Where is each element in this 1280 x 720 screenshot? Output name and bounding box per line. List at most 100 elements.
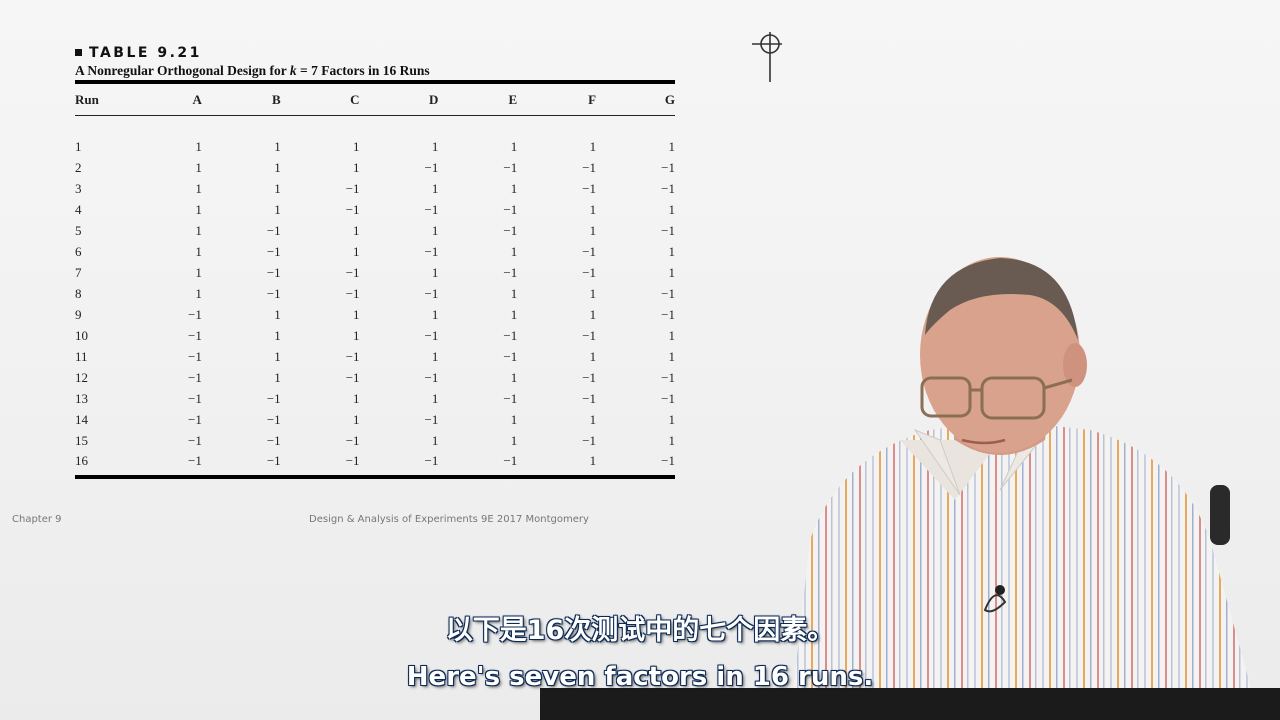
table-row: 4 1 1 −1 −1 −1 1 1 <box>75 200 675 221</box>
factor-level-cell: 1 <box>274 327 281 343</box>
factor-level-cell: 1 <box>510 306 518 322</box>
factor-level-cell: 1 <box>431 139 439 155</box>
factor-level-cell: 1 <box>195 181 202 197</box>
desk <box>540 688 1280 720</box>
factor-level-cell: −1 <box>582 432 597 448</box>
factor-level-cell: −1 <box>582 181 597 197</box>
bullet-square-icon <box>75 49 82 56</box>
crosshair-icon <box>752 32 782 82</box>
factor-level-cell: −1 <box>503 265 518 281</box>
factor-level-cell: −1 <box>345 369 360 385</box>
factor-level-cell: −1 <box>266 432 281 448</box>
table-row: 5 1 −1 1 1 −1 1 −1 <box>75 221 675 242</box>
factor-level-cell: 1 <box>589 202 597 218</box>
table-label-text: TABLE 9.21 <box>89 45 202 61</box>
run-number-cell: 7 <box>75 265 82 281</box>
factor-level-cell: 1 <box>589 348 597 364</box>
run-number-cell: 11 <box>75 348 88 364</box>
subtitle-chinese: 以下是16次测试中的七个因素。 <box>0 608 1280 647</box>
factor-level-cell: 1 <box>274 202 281 218</box>
factor-level-cell: −1 <box>266 244 281 260</box>
factor-level-cell: 1 <box>353 306 360 322</box>
factor-level-cell: 1 <box>510 285 518 301</box>
factor-level-cell: −1 <box>188 348 202 364</box>
factor-level-cell: 1 <box>274 369 281 385</box>
table-label: TABLE 9.21 <box>75 44 675 62</box>
table-row: 16 −1 −1 −1 −1 −1 1 −1 <box>75 451 675 472</box>
table-row: 12 −1 1 −1 −1 1 −1 −1 <box>75 367 675 388</box>
factor-level-cell: 1 <box>589 453 597 469</box>
factor-level-cell: 1 <box>274 181 281 197</box>
factor-level-cell: 1 <box>195 160 202 176</box>
factor-level-cell: 1 <box>668 327 676 343</box>
table-caption: A Nonregular Orthogonal Design for k = 7… <box>75 62 675 80</box>
factor-level-cell: 1 <box>589 411 597 427</box>
factor-level-cell: 1 <box>431 265 439 281</box>
factor-level-cell: 1 <box>589 223 597 239</box>
factor-level-cell: −1 <box>503 327 518 343</box>
factor-level-cell: 1 <box>431 432 439 448</box>
factor-level-cell: −1 <box>424 327 439 343</box>
header-rule-row <box>75 115 675 116</box>
factor-level-cell: −1 <box>582 244 597 260</box>
factor-level-cell: −1 <box>266 453 281 469</box>
factor-level-cell: −1 <box>503 348 518 364</box>
factor-level-cell: −1 <box>661 181 675 197</box>
table-row: 15 −1 −1 −1 1 1 −1 1 <box>75 430 675 451</box>
table-row: 10 −1 1 1 −1 −1 −1 1 <box>75 325 675 346</box>
col-header-run: Run <box>75 91 99 107</box>
col-header-b: B <box>272 91 281 107</box>
caption-variable: k <box>289 63 297 78</box>
factor-level-cell: −1 <box>345 453 360 469</box>
factor-level-cell: 1 <box>589 285 597 301</box>
factor-level-cell: −1 <box>424 202 439 218</box>
factor-level-cell: 1 <box>510 244 518 260</box>
run-number-cell: 15 <box>75 432 88 448</box>
factor-level-cell: 1 <box>353 390 360 406</box>
table-row: 11 −1 1 −1 1 −1 1 1 <box>75 346 675 367</box>
spacer-row <box>75 116 675 137</box>
design-matrix: Run A B C D E F G 1 1 1 1 1 1 1 1 2 1 1 1 −1 −1 −1 −1 3 1… <box>75 84 675 472</box>
factor-level-cell: −1 <box>661 223 675 239</box>
table-row: 1 1 1 1 1 1 1 1 <box>75 137 675 158</box>
factor-level-cell: −1 <box>266 285 281 301</box>
factor-level-cell: −1 <box>188 390 202 406</box>
factor-level-cell: 1 <box>431 306 439 322</box>
run-number-cell: 9 <box>75 306 82 322</box>
factor-level-cell: −1 <box>188 306 202 322</box>
factor-level-cell: 1 <box>510 181 518 197</box>
run-number-cell: 1 <box>75 139 82 155</box>
table-row: 2 1 1 1 −1 −1 −1 −1 <box>75 158 675 179</box>
factor-level-cell: 1 <box>668 348 676 364</box>
factor-level-cell: −1 <box>345 202 360 218</box>
run-number-cell: 6 <box>75 244 82 260</box>
table-row: 13 −1 −1 1 1 −1 −1 −1 <box>75 388 675 409</box>
factor-level-cell: −1 <box>188 432 202 448</box>
factor-level-cell: −1 <box>582 369 597 385</box>
factor-level-cell: 1 <box>353 244 360 260</box>
factor-level-cell: −1 <box>503 160 518 176</box>
factor-level-cell: 1 <box>431 348 439 364</box>
col-header-g: G <box>664 91 675 107</box>
factor-level-cell: 1 <box>195 223 202 239</box>
caption-part: A Nonregular Orthogonal Design for <box>75 63 290 78</box>
run-number-cell: 14 <box>75 411 88 427</box>
factor-level-cell: −1 <box>266 411 281 427</box>
run-number-cell: 3 <box>75 181 82 197</box>
factor-level-cell: −1 <box>188 411 202 427</box>
run-number-cell: 8 <box>75 285 82 301</box>
factor-level-cell: −1 <box>661 285 675 301</box>
factor-level-cell: −1 <box>188 369 202 385</box>
presenter <box>790 257 1260 720</box>
factor-level-cell: 1 <box>431 181 439 197</box>
factor-level-cell: −1 <box>345 265 360 281</box>
table-row: 7 1 −1 −1 1 −1 −1 1 <box>75 263 675 284</box>
factor-level-cell: −1 <box>424 244 439 260</box>
factor-level-cell: −1 <box>661 160 675 176</box>
table-row: 14 −1 −1 1 −1 1 1 1 <box>75 409 675 430</box>
factor-level-cell: 1 <box>274 160 281 176</box>
factor-level-cell: 1 <box>431 223 439 239</box>
factor-level-cell: 1 <box>353 160 360 176</box>
factor-level-cell: −1 <box>503 202 518 218</box>
table-row: 8 1 −1 −1 −1 1 1 −1 <box>75 284 675 305</box>
